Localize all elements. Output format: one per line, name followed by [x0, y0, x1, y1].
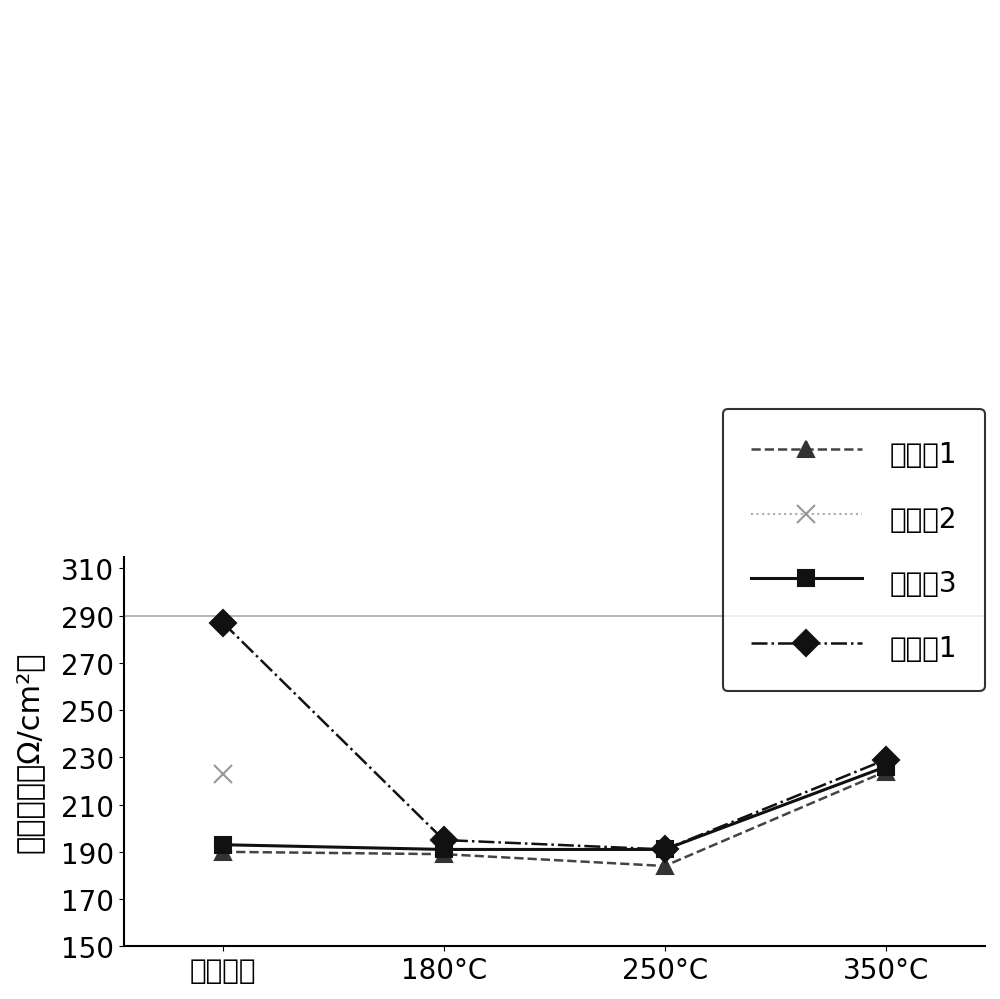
比较例1	[880, 754, 892, 766]
Legend: 实施例1, 实施例2, 实施例3, 比较例1: 实施例1, 实施例2, 实施例3, 比较例1	[723, 410, 985, 691]
实施例3	[217, 839, 229, 851]
实施例3	[438, 843, 450, 855]
实施例3	[659, 843, 671, 855]
实施例1	[880, 766, 892, 778]
比较例1	[217, 617, 229, 629]
Y-axis label: 表面电阻＼Ω/cm²］: 表面电阻＼Ω/cm²］	[15, 651, 44, 852]
实施例1	[438, 848, 450, 860]
实施例1	[217, 846, 229, 858]
实施例1	[659, 860, 671, 872]
Line: 比较例1: 比较例1	[214, 614, 895, 858]
比较例1	[659, 843, 671, 855]
比较例1	[438, 834, 450, 846]
Line: 实施例1: 实施例1	[215, 764, 893, 874]
实施例3	[880, 761, 892, 773]
Line: 实施例3: 实施例3	[215, 759, 893, 857]
